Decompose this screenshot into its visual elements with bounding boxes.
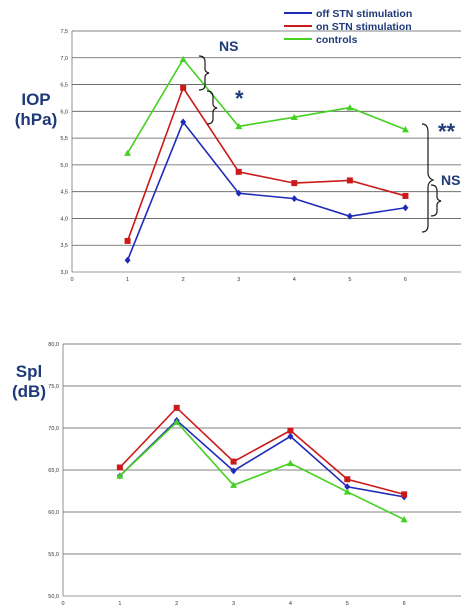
spl-controls-point [343,488,351,495]
spl-on-point [173,404,180,411]
legend-controls-label: controls [316,34,358,46]
spl-controls-point [286,459,294,467]
spl-ytick-label: 50,0 [48,594,59,600]
iop-controls-point [401,126,409,133]
spl-ytick-label: 65,0 [48,468,59,474]
iop-on-point [402,192,409,199]
spl-on-point [344,476,351,483]
iop-on-point [180,84,187,91]
iop-on-point [124,237,131,244]
iop-xtick-label: 0 [70,277,73,283]
double-star-bracket [421,123,435,233]
iop-on-point [235,168,242,175]
spl-ytick-label: 80,0 [48,342,59,348]
star-bracket [206,90,218,125]
iop-ytick-label: 7,5 [60,29,68,35]
spl-controls-point [173,418,181,425]
iop-off-point [346,212,353,220]
iop-controls-point [346,104,354,111]
iop-on-point [291,180,298,187]
iop-ytick-label: 5,5 [60,136,68,142]
iop-off-point [402,204,409,212]
spl-xtick-label: 6 [403,601,406,606]
spl-xtick-label: 0 [61,601,64,606]
spl-ylabel: Spl (dB) [4,362,54,402]
iop-xtick-label: 4 [293,277,296,283]
significance-star: * [235,86,244,111]
spl-xtick-label: 4 [289,601,292,606]
spl-controls-point [116,472,124,479]
spl-on-point [287,427,294,434]
iop-ytick-label: 6,0 [60,109,68,115]
ns-right-bracket [430,184,442,217]
spl-xtick-label: 3 [232,601,235,606]
iop-off-point [180,118,187,126]
spl-controls-point [230,481,238,488]
iop-off-point [291,195,298,203]
spl-controls-line [119,420,405,521]
spl-ylabel-line1: Spl [15,362,43,381]
significance-double-star: ** [438,119,456,144]
iop-xtick-label: 1 [126,277,129,283]
spl-ytick-label: 75,0 [48,384,59,390]
spl-ytick-label: 70,0 [48,426,59,432]
ns-top-annotation: NS [219,38,238,54]
iop-off-point [124,256,131,264]
iop-ytick-label: 4,0 [60,216,68,222]
iop-ytick-label: 3,5 [60,243,68,249]
iop-ytick-label: 4,5 [60,190,68,196]
spl-ytick-label: 60,0 [48,510,59,516]
spl-xtick-label: 5 [346,601,349,606]
iop-controls-point [235,122,243,130]
iop-ylabel-line1: IOP [21,90,51,109]
spl-on-point [116,464,123,471]
iop-controls-point [179,55,187,63]
ns-top-bracket [198,55,210,91]
iop-controls-point [290,113,298,121]
spl-xtick-label: 1 [118,601,121,606]
iop-on-line [126,86,406,242]
iop-xtick-label: 5 [348,277,351,283]
spl-xtick-label: 2 [175,601,178,606]
iop-ylabel: IOP (hPa) [6,90,66,130]
spl-on-point [230,458,237,465]
iop-ytick-label: 3,0 [60,270,68,276]
spl-off-point [287,432,294,440]
spl-on-line [119,406,405,496]
iop-xtick-label: 3 [237,277,240,283]
ns-right-annotation: NS [441,172,460,188]
spl-off-line [119,419,405,498]
iop-xtick-label: 6 [404,277,407,283]
spl-off-point [344,483,351,491]
iop-on-point [346,177,353,184]
spl-on-point [401,491,408,498]
iop-ytick-label: 6,5 [60,83,68,89]
iop-ylabel-line2: (hPa) [14,110,58,129]
spl-controls-point [400,516,408,523]
legend-on-label: on STN stimulation [316,21,412,33]
legend-off-label: off STN stimulation [316,8,412,20]
iop-off-line [126,120,406,261]
spl-ytick-label: 55,0 [48,552,59,558]
iop-ytick-label: 7,0 [60,56,68,62]
spl-off-point [230,467,237,475]
iop-off-point [235,189,242,197]
spl-ylabel-line2: (dB) [12,382,46,401]
iop-ytick-label: 5,0 [60,163,68,169]
iop-controls-line [126,58,406,154]
iop-xtick-label: 2 [182,277,185,283]
iop-controls-point [124,149,132,156]
